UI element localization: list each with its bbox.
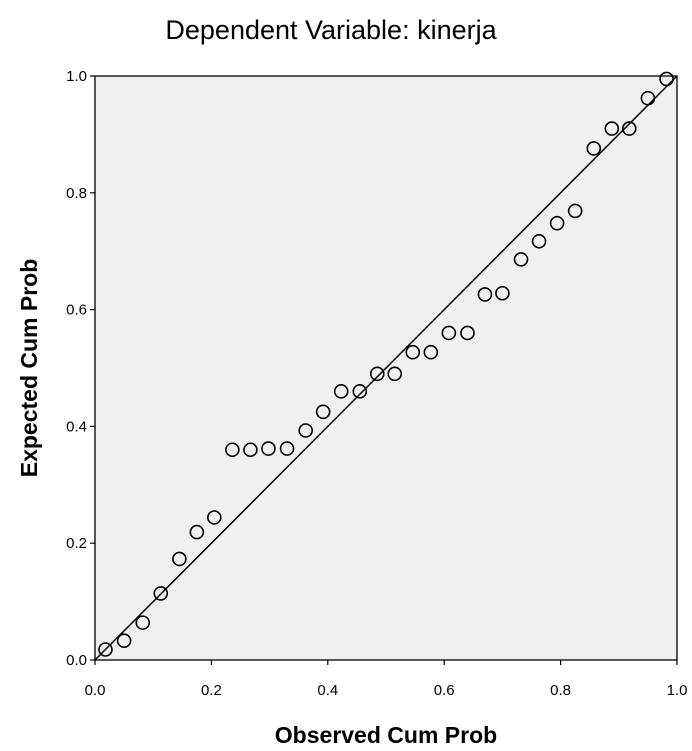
x-tick-label: 0.8 [550,682,571,699]
data-point [298,423,313,438]
data-point [621,121,637,136]
data-point [495,285,510,301]
data-point [441,325,457,341]
data-point [460,325,475,341]
data-point [423,344,439,360]
y-tick-label: 1.0 [66,68,87,85]
data-point [549,215,565,231]
data-point [333,384,349,399]
data-point [243,442,258,458]
data-point [172,551,187,567]
data-point [261,441,276,456]
data-point [225,442,240,458]
y-tick-label: 0.2 [66,535,87,552]
data-points [98,71,674,657]
x-tick-label: 0.6 [434,682,455,699]
axis-tick-labels: 0.0 0.2 0.4 0.6 0.8 1.0 0.0 0.2 0.4 0.6 0.8 1.0 [66,68,687,699]
x-tick-label: 1.0 [667,682,688,699]
data-point [116,633,132,649]
data-point [153,586,169,601]
data-point [531,233,547,249]
chart-title: Dependent Variable: kinerja [165,15,497,45]
x-tick-label: 0.4 [317,682,338,699]
y-tick-label: 0.0 [66,652,87,669]
y-axis-label: Expected Cum Prob [16,259,42,478]
y-tick-label: 0.8 [66,185,87,202]
data-point [98,642,113,657]
data-point [513,252,529,267]
data-point [659,71,674,87]
data-point [189,524,205,540]
data-point [207,510,222,525]
reference-line [94,75,678,661]
data-point [586,141,602,156]
data-point [567,203,583,219]
data-point [387,366,403,382]
x-tick-label: 0.2 [201,682,222,699]
data-point [135,615,151,630]
axis-ticks [90,75,678,665]
data-point [477,287,493,302]
x-axis-label: Observed Cum Prob [275,722,497,748]
data-point [369,366,385,382]
data-point [640,90,656,106]
data-point [604,121,620,136]
data-point [405,344,421,360]
y-tick-label: 0.6 [66,302,87,319]
data-point [352,384,368,399]
x-tick-label: 0.0 [85,682,106,699]
data-point [315,404,331,420]
data-point [279,441,295,456]
y-tick-label: 0.4 [66,418,87,435]
